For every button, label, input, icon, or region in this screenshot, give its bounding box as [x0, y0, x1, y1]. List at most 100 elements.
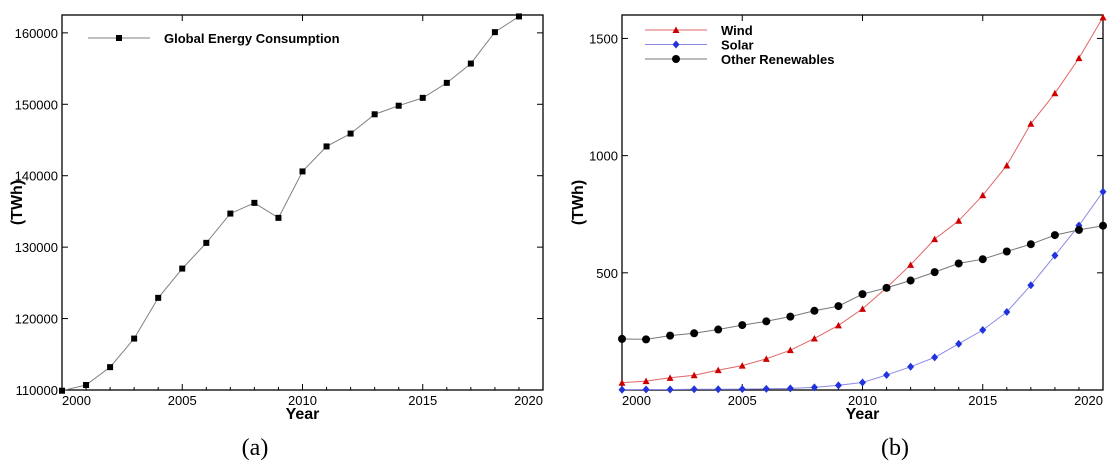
data-point [1074, 225, 1083, 234]
data-point [107, 364, 114, 371]
plot-frame [61, 14, 544, 391]
data-point [690, 385, 698, 394]
data-point [275, 214, 282, 221]
y-tick-label: 500 [596, 266, 618, 281]
y-tick-label: 1000 [589, 149, 618, 164]
x-tick-label: 2000 [62, 393, 91, 408]
x-axis-title: Year [286, 406, 320, 423]
data-point [810, 334, 818, 342]
data-point [347, 130, 354, 137]
data-point [179, 265, 186, 272]
data-point [810, 306, 819, 315]
data-point [762, 355, 770, 362]
data-point [618, 334, 626, 343]
data-point [859, 378, 866, 387]
data-point [1050, 231, 1059, 240]
y-axis-title: (TWh) [570, 180, 587, 225]
data-point [786, 346, 794, 354]
data-point [227, 210, 234, 217]
data-point [1003, 307, 1011, 316]
data-point [930, 268, 939, 277]
y-tick-label: 150000 [15, 97, 58, 112]
legend-label: Other Renewables [721, 52, 834, 67]
data-point [371, 111, 378, 118]
data-point [714, 325, 723, 334]
legend-label: Solar [721, 38, 754, 53]
data-point [642, 377, 650, 385]
data-point [690, 371, 698, 379]
x-axis-title: Year [846, 406, 880, 423]
y-tick-label: 120000 [15, 312, 58, 327]
legend-label: Wind [721, 23, 753, 38]
x-tick-label: 2015 [968, 393, 997, 408]
data-point [155, 294, 162, 301]
data-point [642, 385, 650, 394]
data-point [203, 239, 210, 246]
data-point [834, 321, 842, 329]
data-point [491, 29, 498, 36]
panel-b-chart: 2000 2005 2010 2015 2020 500 1000 1500 Year (TWh)… [570, 13, 1107, 423]
data-point [738, 362, 746, 369]
x-tick-label: 2020 [1074, 393, 1103, 408]
data-point [83, 382, 90, 388]
caption-b: (b) [881, 435, 909, 461]
x-tick-label: 2000 [622, 393, 651, 408]
data-point [1099, 187, 1107, 196]
data-point [323, 143, 330, 150]
y-tick-label: 160000 [15, 26, 58, 41]
data-point [1075, 54, 1083, 62]
data-point [59, 387, 65, 394]
data-point [786, 312, 795, 321]
series-line [61, 15, 520, 392]
data-point [978, 255, 987, 264]
data-point [762, 384, 770, 393]
data-point [642, 335, 651, 344]
data-point [131, 335, 138, 342]
x-tick-label: 2010 [848, 393, 877, 408]
data-point [666, 374, 674, 381]
y-axis-title: (TWh) [9, 180, 26, 225]
data-point [419, 94, 426, 101]
legend-label: Global Energy Consumption [164, 31, 340, 46]
data-point [714, 366, 722, 374]
data-point [907, 261, 915, 268]
data-point [299, 168, 306, 175]
data-point [618, 385, 626, 394]
data-point [1002, 247, 1011, 256]
data-point [955, 339, 963, 348]
data-point [251, 199, 258, 206]
data-point [738, 385, 746, 394]
data-point [859, 305, 866, 312]
series-line [621, 17, 1104, 384]
y-tick-label: 110000 [16, 383, 58, 398]
legend-marker [116, 35, 122, 41]
data-point [1051, 89, 1059, 97]
data-point [954, 259, 963, 268]
data-point [882, 283, 891, 292]
data-point [834, 381, 842, 390]
data-point [1027, 281, 1035, 290]
data-point [714, 385, 722, 394]
x-tick-label: 2005 [728, 393, 757, 408]
data-point [834, 302, 843, 311]
data-point [979, 326, 987, 334]
x-tick-label: 2005 [168, 393, 197, 408]
data-point [443, 79, 450, 86]
data-point [858, 290, 867, 299]
data-point [1026, 240, 1035, 249]
data-point [931, 353, 939, 362]
legend-marker [672, 40, 680, 49]
legend-marker [672, 26, 680, 33]
data-point [666, 385, 674, 394]
data-point [1003, 161, 1011, 169]
data-point [979, 191, 987, 199]
data-point [1027, 120, 1035, 127]
data-point [931, 235, 939, 243]
data-point [906, 276, 915, 285]
caption-a: (a) [242, 435, 269, 461]
data-point [1051, 251, 1059, 260]
data-point [1099, 13, 1107, 21]
data-point [762, 317, 771, 326]
data-point [666, 331, 675, 340]
